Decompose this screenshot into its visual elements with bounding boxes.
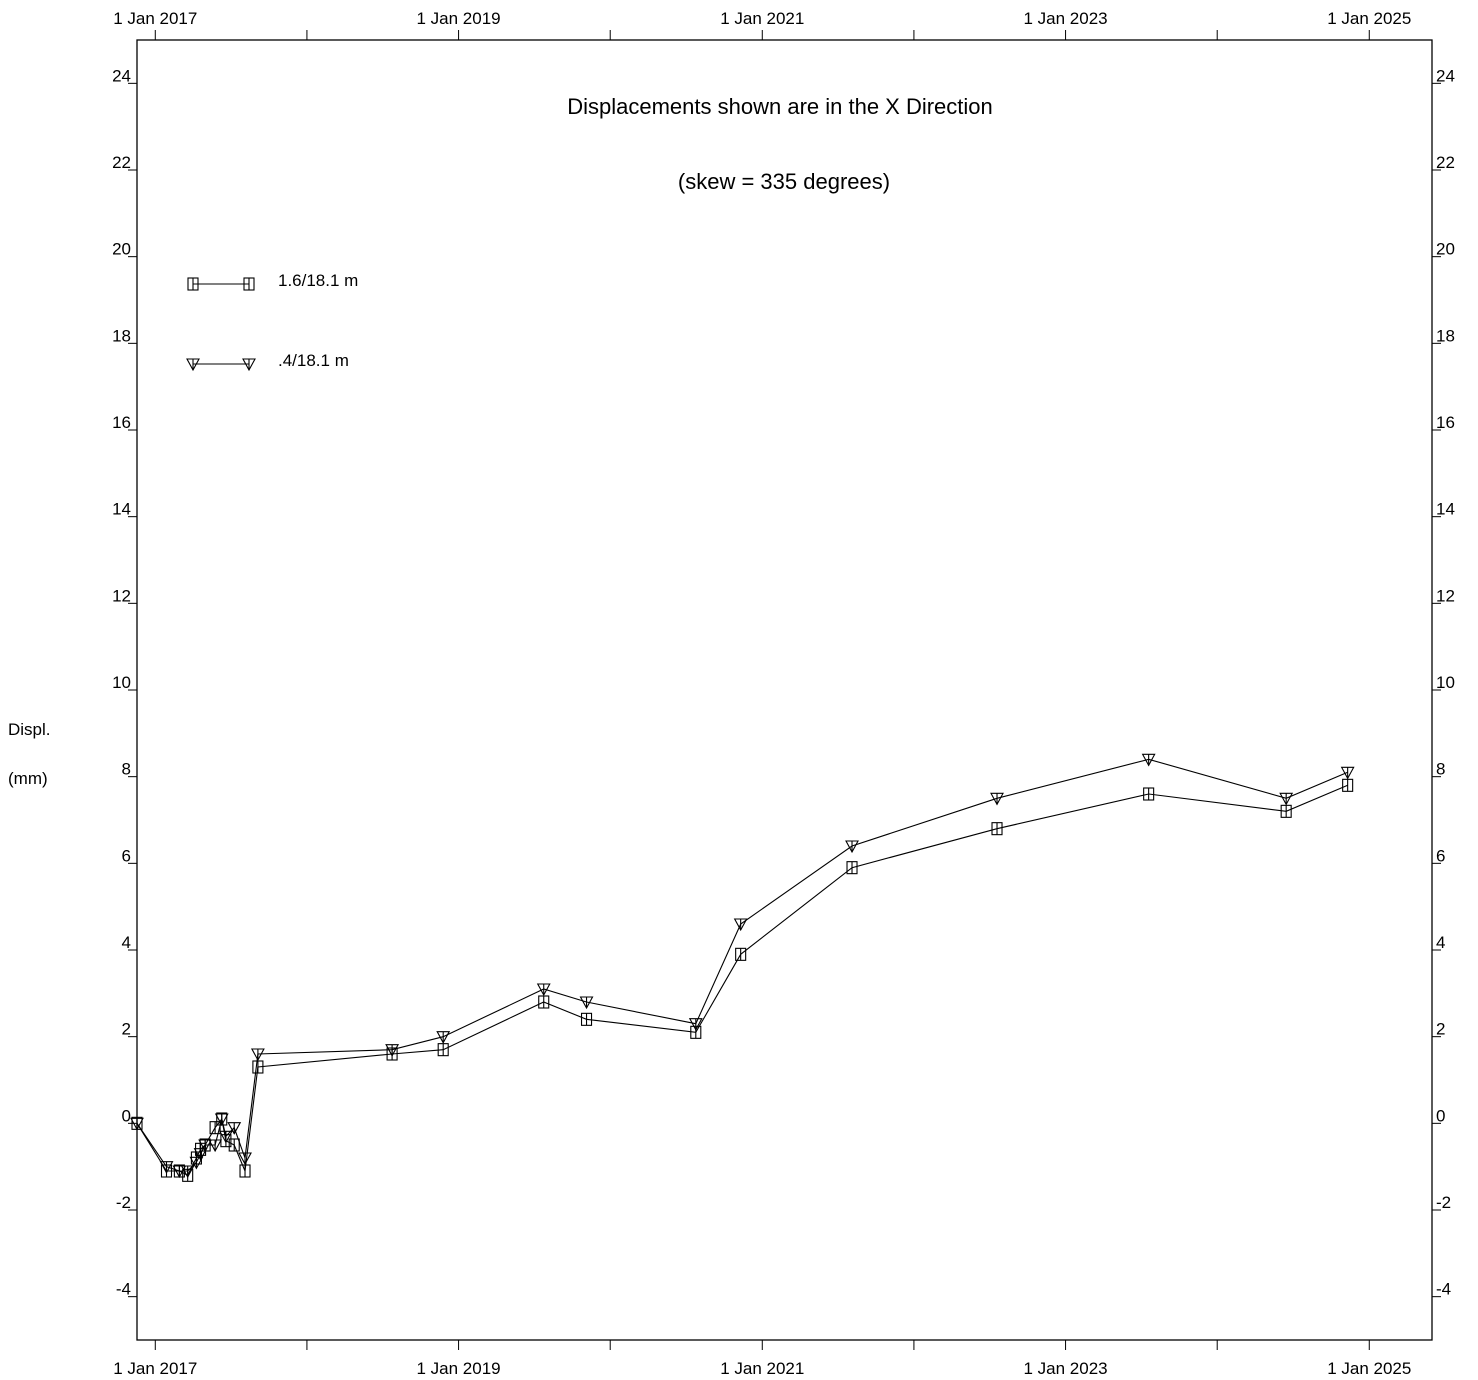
y-tick-label-left: 8	[122, 760, 131, 779]
y-tick-label-left: 0	[122, 1106, 131, 1125]
square-marker	[580, 1012, 593, 1026]
y-tick-label-right: 24	[1436, 66, 1455, 85]
y-tick-label-left: 22	[112, 153, 131, 172]
y-tick-label-left: 10	[112, 673, 131, 692]
y-tick-label-right: 18	[1436, 326, 1455, 345]
square-marker	[239, 1164, 251, 1178]
y-tick-label-left: 14	[112, 500, 131, 519]
y-tick-label-left: -2	[116, 1193, 131, 1212]
y-tick-label-right: 16	[1436, 413, 1455, 432]
triangle-marker	[186, 358, 200, 372]
x-tick-label-bottom: 1 Jan 2021	[720, 1359, 804, 1378]
triangle-marker	[227, 1122, 242, 1135]
square-marker	[735, 947, 747, 961]
triangle-marker	[193, 1148, 208, 1161]
triangle-marker	[688, 1018, 703, 1031]
x-tick-label-top: 1 Jan 2019	[416, 9, 500, 28]
triangle-marker	[159, 1161, 174, 1174]
y-tick-label-left: 2	[122, 1020, 131, 1039]
triangle-marker	[536, 983, 551, 997]
triangle-marker	[180, 1165, 195, 1179]
y-tick-label-right: 10	[1436, 673, 1455, 692]
x-tick-label-bottom: 1 Jan 2023	[1023, 1359, 1107, 1378]
x-tick-label-bottom: 1 Jan 2017	[113, 1359, 197, 1378]
square-marker	[991, 822, 1003, 836]
y-tick-label-right: 6	[1436, 846, 1445, 865]
triangle-marker	[214, 1113, 229, 1127]
triangle-marker	[250, 1048, 265, 1062]
legend-entry: .4/18.1 m	[186, 351, 349, 372]
x-tick-label-top: 1 Jan 2021	[720, 9, 804, 28]
triangle-marker	[1141, 753, 1156, 767]
x-axis-ticks: 1 Jan 2017 1 Jan 2017 1 Jan 2019 1 Jan 2019…	[113, 9, 1411, 1378]
triangle-marker	[130, 1117, 144, 1131]
y-tick-label-left: 16	[112, 413, 131, 432]
triangle-marker	[198, 1139, 213, 1153]
plot-frame	[136, 39, 1433, 1341]
square-marker	[187, 277, 199, 291]
y-tick-label-right: 4	[1436, 933, 1445, 952]
y-tick-label-right: -2	[1436, 1193, 1451, 1212]
square-marker	[846, 861, 858, 875]
y-tick-label-left: 18	[112, 326, 131, 345]
series-line	[136, 784, 1348, 1177]
x-tick-label-bottom: 1 Jan 2019	[416, 1359, 500, 1378]
triangle-marker	[579, 996, 594, 1010]
legend-label: 1.6/18.1 m	[278, 271, 358, 290]
legend-entry: 1.6/18.1 m	[187, 271, 358, 291]
triangle-marker	[208, 1139, 223, 1153]
triangle-marker	[1340, 766, 1355, 780]
chart-title: Displacements shown are in the X Directi…	[567, 94, 993, 119]
y-tick-label-left: 24	[112, 66, 131, 85]
x-tick-label-top: 1 Jan 2023	[1023, 9, 1107, 28]
y-tick-label-right: 14	[1436, 500, 1455, 519]
triangle-marker	[172, 1165, 187, 1179]
y-tick-label-right: -4	[1436, 1280, 1451, 1299]
square-marker	[243, 277, 255, 291]
square-marker	[228, 1138, 240, 1152]
y-tick-label-left: -4	[116, 1280, 131, 1299]
square-marker	[1143, 787, 1155, 801]
y-tick-label-left: 4	[122, 933, 131, 952]
y-tick-label-right: 12	[1436, 586, 1455, 605]
series-line	[136, 758, 1348, 1172]
y-tick-label-left: 20	[112, 240, 131, 259]
triangle-marker	[733, 918, 748, 932]
triangle-marker	[990, 792, 1004, 806]
series-1	[131, 778, 1354, 1182]
triangle-marker	[1279, 792, 1294, 806]
x-tick-label-top: 1 Jan 2017	[113, 9, 197, 28]
legend: 1.6/18.1 m .4/18.1 m	[186, 271, 358, 372]
y-axis-label-line-2: (mm)	[8, 769, 48, 788]
triangle-marker	[189, 1156, 204, 1170]
y-tick-label-right: 0	[1436, 1106, 1445, 1125]
y-axis-label-line-1: Displ.	[8, 720, 51, 739]
triangle-marker	[238, 1152, 252, 1166]
series-2	[130, 753, 1355, 1179]
triangle-marker	[385, 1044, 400, 1057]
data-series	[130, 753, 1355, 1182]
y-tick-label-right: 22	[1436, 153, 1455, 172]
triangle-marker	[436, 1031, 451, 1044]
x-tick-label-top: 1 Jan 2025	[1327, 9, 1411, 28]
y-tick-label-right: 20	[1436, 240, 1455, 259]
triangle-marker	[242, 358, 256, 372]
square-marker	[1342, 778, 1354, 792]
y-tick-label-left: 12	[112, 586, 131, 605]
y-tick-label-left: 6	[122, 846, 131, 865]
x-tick-label-bottom: 1 Jan 2025	[1327, 1359, 1411, 1378]
y-tick-label-right: 8	[1436, 760, 1445, 779]
chart-subtitle: (skew = 335 degrees)	[678, 169, 890, 194]
triangle-marker	[218, 1130, 233, 1144]
legend-label: .4/18.1 m	[278, 351, 349, 370]
y-tick-label-right: 2	[1436, 1020, 1445, 1039]
triangle-marker	[845, 840, 859, 854]
square-marker	[538, 995, 550, 1009]
